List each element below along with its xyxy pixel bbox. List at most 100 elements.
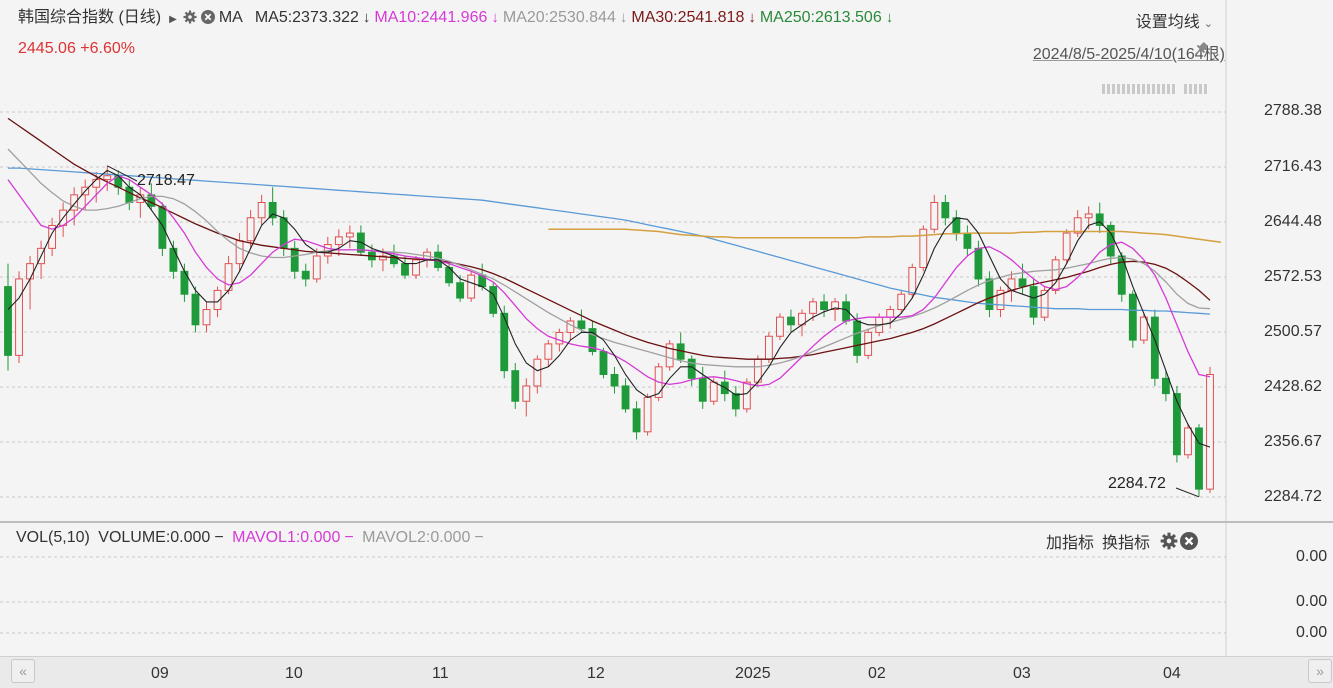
ma-settings-label[interactable]: 设置均线 [1135,14,1200,31]
y-tick-label: 2428.62 [1264,378,1322,395]
ma10-down-arrow: ↓ [491,9,499,26]
candle-up [776,316,784,337]
pin-icon[interactable] [1192,40,1210,58]
candle-up [996,289,1005,311]
candle-up [897,293,906,311]
ma250-line [548,228,1222,243]
price-value: 2445.06 [18,40,76,57]
candle-down [1172,393,1181,456]
candle-down [158,205,167,249]
candle-up [1051,259,1060,291]
candle-up [1040,289,1049,318]
candle-down [301,270,310,280]
add-indicator-button[interactable]: 加指标 [1046,535,1095,552]
candle-up [312,255,321,280]
chart-header: 韩国综合指数 (日线) ▶ MA MA5:2373.322 ↓ MA10:2441.966… [0,0,1333,36]
scroll-right-button[interactable]: » [1308,659,1332,683]
low-annotation: 2284.72 [1108,475,1166,492]
candle-down [1029,286,1038,318]
ma30-down-arrow: ↓ [748,9,756,26]
candle-down [853,320,862,356]
candle-down [489,286,498,314]
candle-up [533,358,542,387]
ma-label[interactable]: MA [218,9,243,26]
y-tick-label: 2356.67 [1264,433,1322,450]
candle-up [709,381,718,402]
panel-divider[interactable] [0,521,1333,523]
chevron-down-icon[interactable]: ⌄ [1203,18,1213,30]
mavol1-dash: − [344,529,354,546]
y-tick-label: 2788.38 [1264,102,1322,119]
candle-down [588,328,597,353]
ma5-line [7,169,1211,448]
candle-down [621,385,630,410]
price-chart[interactable] [0,0,1333,656]
time-axis[interactable] [0,656,1333,688]
candle-down [401,263,409,276]
x-tick-label: 2025 [735,665,771,682]
x-tick-label: 04 [1163,665,1181,682]
candle-up [643,396,652,433]
candle-up [930,201,939,230]
mavol2-value: MAVOL2:0.000 [362,529,471,546]
candle-down [500,312,509,372]
candle-up [522,385,531,402]
candle-up [103,175,112,181]
ma20-value: MA20:2530.844 [502,9,616,26]
gear-icon[interactable] [1160,532,1178,550]
candle-up [213,289,222,311]
gear-icon[interactable] [183,10,197,24]
candle-down [1095,213,1104,226]
x-tick-label: 11 [432,665,449,682]
volume-header: VOL(5,10) VOLUME:0.000− MAVOL1:0.000− MA… [16,529,488,547]
current-price: 2445.06 +6.60% [18,40,135,58]
volume-title: VOL(5,10) [16,529,90,546]
candle-up [1062,232,1071,261]
candle-down [941,201,950,219]
close-circle-icon[interactable] [200,10,215,24]
expand-triangle-icon[interactable]: ▶ [169,14,177,25]
candle-down [974,247,983,280]
candle-up [92,179,101,188]
candle-up [886,309,895,318]
candle-up [345,232,354,238]
mavol2-dash: − [474,529,484,546]
candle-up [1184,427,1192,456]
candle-up [1084,213,1093,219]
candle-up [235,240,244,265]
y-tick-label: 2716.43 [1264,158,1322,175]
ma5-down-arrow: ↓ [362,9,371,26]
candle-up [202,309,211,326]
volume-value: VOLUME:0.000 [98,529,211,546]
candle-up [15,278,23,356]
high-leader-line [107,165,138,182]
close-circle-icon[interactable] [1180,532,1199,550]
candle-up [555,331,564,345]
ma-settings-dropdown[interactable]: 设置均线 ⌄ [1136,8,1213,32]
y-tick-label: 2572.53 [1264,268,1322,285]
candle-up [412,259,420,276]
candle-up [566,320,575,333]
index-title: 韩国综合指数 (日线) [18,9,162,26]
candle-down [290,247,299,272]
ma10-value: MA10:2441.966 [374,9,488,26]
y-tick-label: 2500.57 [1264,323,1322,340]
mavol1-value: MAVOL1:0.000 [232,529,341,546]
switch-indicator-button[interactable]: 换指标 [1102,535,1151,552]
candle-down [456,282,465,299]
candle-down [698,377,707,402]
x-tick-label: 03 [1013,665,1031,682]
candle-up [544,343,553,360]
candle-up [257,201,266,219]
volume-y-label: 0.00 [1296,593,1328,610]
candle-down [632,408,641,433]
candle-up [764,335,773,360]
candle-down [731,393,740,410]
y-tick-label: 2284.72 [1264,488,1322,505]
candle-down [4,286,12,356]
candle-up [70,194,79,211]
scroll-left-button[interactable]: « [11,659,35,683]
date-range[interactable]: 2024/8/5-2025/4/10(164根) [1032,46,1225,63]
candle-up [742,381,751,410]
candle-down [787,316,795,326]
